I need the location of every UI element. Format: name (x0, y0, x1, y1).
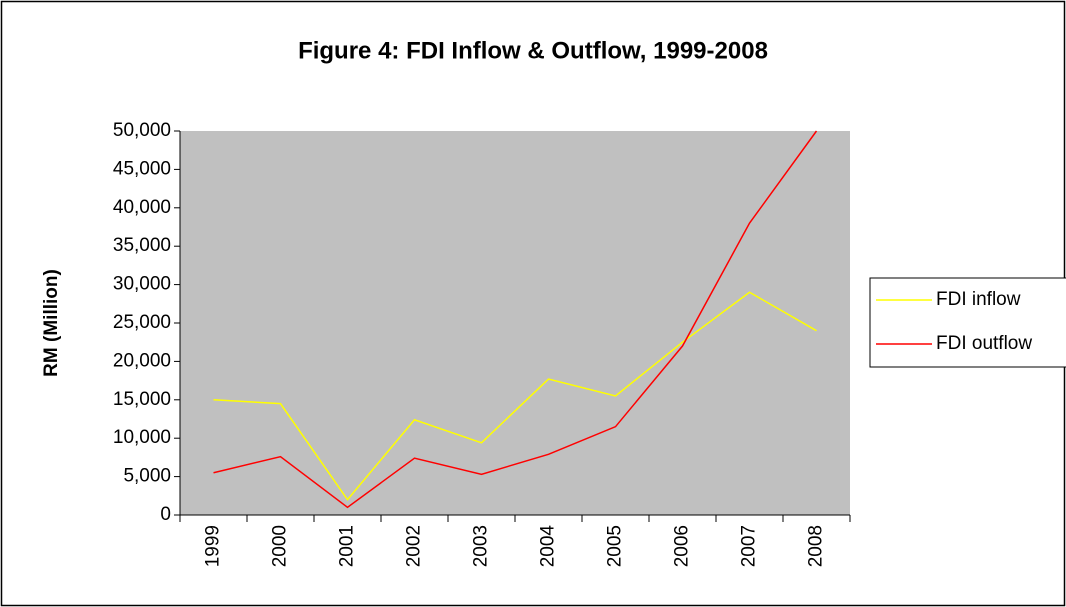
legend-label: FDI outflow (936, 333, 1032, 354)
y-tick-label: 5,000 (123, 466, 171, 487)
y-axis-label: RM (Million) (41, 269, 62, 377)
x-tick-label: 2001 (337, 525, 358, 567)
x-tick-label: 2004 (538, 525, 559, 568)
plot-area (180, 131, 850, 515)
legend-box (869, 277, 1066, 368)
y-tick-label: 35,000 (113, 235, 171, 256)
x-tick-label: 2007 (739, 525, 760, 567)
x-tick-label: 2005 (605, 525, 626, 567)
y-tick-label: 50,000 (113, 120, 171, 141)
y-tick-label: 0 (160, 504, 171, 525)
x-tick-label: 2002 (404, 525, 425, 567)
x-tick-label: 2008 (806, 525, 827, 567)
y-tick-label: 10,000 (113, 427, 171, 448)
y-tick-label: 25,000 (113, 312, 171, 333)
legend-label: FDI inflow (936, 289, 1021, 310)
y-tick-label: 30,000 (113, 274, 171, 295)
y-tick-label: 45,000 (113, 158, 171, 179)
x-tick-label: 2000 (270, 525, 291, 567)
series-line (213, 291, 817, 501)
y-tick-label: 20,000 (113, 350, 171, 371)
chart-title: Figure 4: FDI Inflow & Outflow, 1999-200… (298, 37, 768, 64)
y-tick-label: 40,000 (113, 197, 171, 218)
x-tick-label: 1999 (203, 525, 224, 567)
y-tick-label: 15,000 (113, 389, 171, 410)
series-line (213, 130, 818, 509)
x-tick-label: 2006 (672, 525, 693, 567)
x-tick-label: 2003 (471, 525, 492, 567)
